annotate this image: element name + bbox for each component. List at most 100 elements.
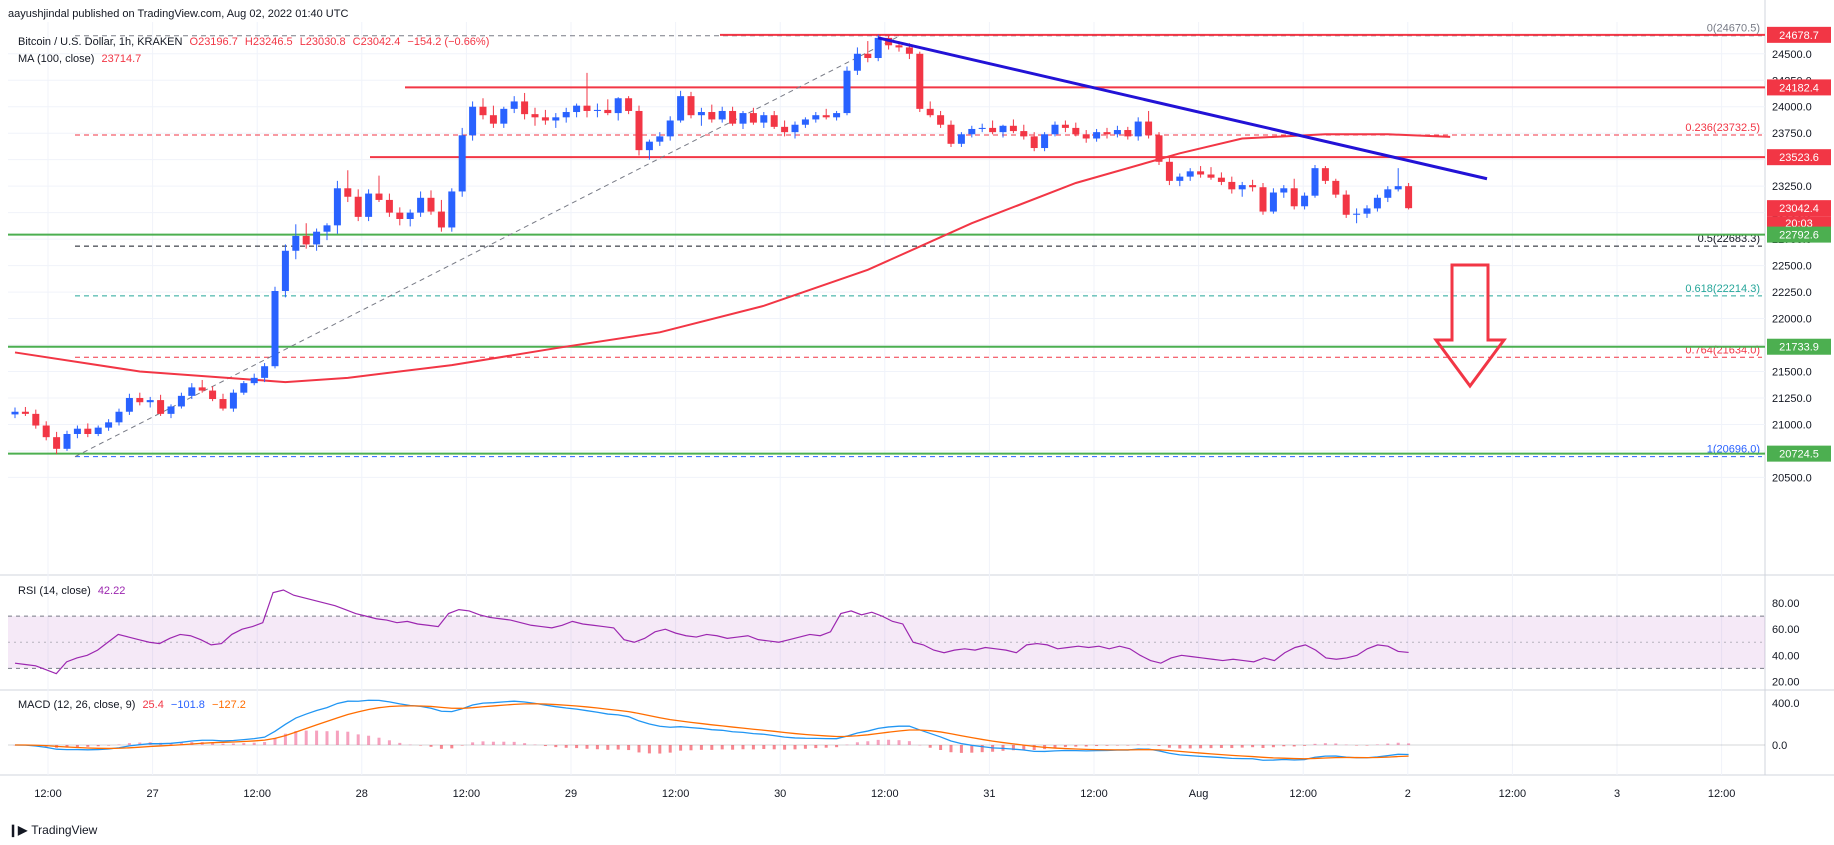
macd-histogram-bar [1084, 745, 1088, 747]
macd-line [14, 699, 1409, 761]
macd-histogram-bar [1209, 745, 1213, 749]
macd-histogram-bar [554, 745, 558, 748]
candle-body [219, 399, 227, 409]
x-tick-label: 12:00 [662, 788, 690, 800]
macd-histogram-bar [741, 745, 745, 750]
candle-body [427, 197, 435, 212]
candle-body [583, 105, 591, 111]
y-tick-label: 20500.0 [1772, 472, 1812, 484]
macd-histogram-bar [1074, 745, 1078, 747]
macd-histogram-bar [668, 745, 672, 753]
candle-body [73, 428, 81, 434]
candle-body [105, 422, 113, 428]
x-tick-label: 12:00 [243, 788, 271, 800]
candle-body [1311, 168, 1319, 196]
macd-histogram-bar [325, 731, 329, 745]
candle-body [1051, 124, 1059, 135]
rsi-band [8, 616, 1765, 669]
ma100-line [14, 133, 1451, 384]
macd-histogram-bar [731, 745, 735, 750]
ma-legend[interactable]: MA (100, close) 23714.7 [18, 53, 145, 65]
macd-histogram-bar [471, 742, 475, 745]
macd-histogram-bar [1032, 745, 1036, 750]
price-tag-label: 21733.9 [1779, 342, 1819, 354]
macd-histogram-bar [980, 745, 984, 753]
macd-histogram-bar [1188, 745, 1192, 749]
candle-body [1342, 194, 1350, 215]
macd-histogram-bar [575, 745, 579, 749]
candle-body [1238, 185, 1246, 190]
macd-histogram-bar [855, 742, 859, 745]
y-tick-label: 21250.0 [1772, 393, 1812, 405]
candle-body [781, 126, 789, 133]
candle-body [1072, 127, 1080, 135]
macd-legend[interactable]: MACD (12, 26, close, 9) 25.4 −101.8 −127… [18, 699, 250, 711]
candle-body [281, 250, 289, 292]
candle-body [801, 119, 809, 125]
candle-body [198, 387, 206, 391]
candle-body [697, 112, 705, 116]
x-tick-label: 31 [983, 788, 995, 800]
macd-histogram-bar [1105, 745, 1109, 746]
candle-body [1373, 197, 1381, 209]
macd-tick-label: 400.0 [1772, 698, 1800, 710]
candle-body [562, 112, 570, 118]
x-tick-label: Aug [1189, 788, 1209, 800]
macd-histogram-bar [387, 740, 391, 745]
symbol-legend[interactable]: Bitcoin / U.S. Dollar, 1h, KRAKEN O23196… [18, 36, 493, 48]
macd-histogram-bar [169, 742, 173, 745]
macd-histogram-bar [533, 744, 537, 746]
candle-body [333, 188, 341, 226]
macd-histogram-bar [772, 745, 776, 750]
price-tag [1767, 149, 1831, 166]
candle-body [1176, 176, 1184, 181]
candle-body [874, 37, 882, 59]
candle-body [396, 212, 404, 219]
candle-body [229, 392, 237, 409]
fib-level-label: 0.618(22214.3) [1685, 283, 1760, 295]
macd-histogram-bar [1396, 742, 1400, 745]
candle-body [791, 124, 799, 133]
macd-signal-line [14, 703, 1409, 760]
y-tick-label: 22000.0 [1772, 314, 1812, 326]
macd-histogram-bar [450, 745, 454, 749]
price-tag [1767, 338, 1831, 355]
rsi-legend[interactable]: RSI (14, close) 42.22 [18, 585, 129, 597]
candle-body [458, 135, 466, 192]
candle-body [489, 115, 497, 124]
candle-body [573, 105, 581, 113]
candle-body [302, 235, 310, 245]
candle-body [11, 411, 19, 415]
macd-signal-value: −101.8 [170, 699, 205, 711]
candle-body [905, 47, 913, 54]
macd-histogram-bar [564, 745, 568, 748]
x-tick-label: 12:00 [1289, 788, 1317, 800]
macd-histogram-bar [315, 730, 319, 745]
y-tick-label: 21000.0 [1772, 419, 1812, 431]
rsi-legend-value: 42.22 [97, 585, 126, 597]
candle-body [84, 428, 92, 434]
macd-histogram-bar [377, 737, 381, 745]
candle-body [739, 113, 747, 124]
macd-histogram-bar [231, 743, 235, 745]
tradingview-brand[interactable]: ❙▶ TradingView [8, 823, 97, 837]
macd-histogram-bar [803, 745, 807, 749]
macd-histogram-bar [689, 745, 693, 751]
ohlc-high: H23246.5 [244, 36, 293, 48]
candle-body [604, 109, 612, 114]
macd-histogram-bar [460, 745, 464, 746]
candle-body [635, 110, 643, 151]
candle-body [531, 114, 539, 118]
candle-body [708, 112, 716, 120]
candle-body [136, 397, 144, 403]
candle-body [937, 115, 945, 125]
macd-histogram-bar [1344, 744, 1348, 746]
macd-histogram-bar [211, 742, 215, 745]
macd-histogram-bar [512, 741, 516, 745]
macd-histogram-bar [1375, 744, 1379, 745]
fib-level-label: 0.5(22683.3) [1698, 233, 1760, 245]
candle-body [292, 235, 300, 251]
macd-histogram-bar [887, 739, 891, 745]
macd-histogram-bar [907, 741, 911, 745]
